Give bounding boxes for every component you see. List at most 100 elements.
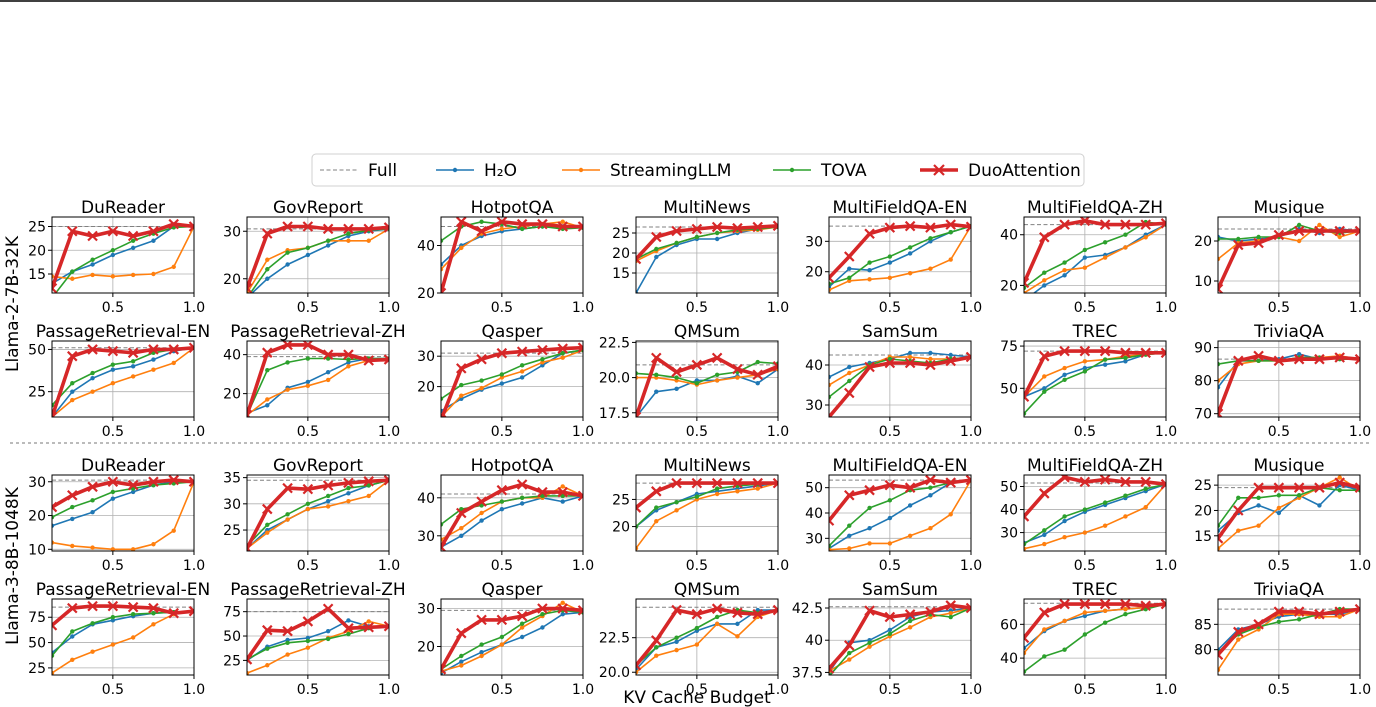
point-streaming (130, 547, 136, 551)
y-tick-label: 20 (1194, 234, 1212, 250)
series-duo (829, 351, 971, 417)
point-tova (948, 230, 953, 235)
panel-frame (246, 474, 390, 552)
point-streaming (1256, 523, 1261, 528)
series-line-streaming (52, 347, 194, 417)
series-streaming (636, 480, 778, 551)
y-tick-label: 20 (612, 520, 630, 536)
point-h2o (325, 628, 331, 634)
point-tova (755, 359, 760, 365)
x-tick-label: 0.5 (102, 300, 124, 316)
point-duo (691, 223, 703, 235)
point-streaming (867, 277, 872, 282)
panel-title: Qasper (482, 322, 543, 342)
point-h2o (1042, 532, 1047, 538)
point-duo (516, 218, 528, 230)
point-tova (1123, 355, 1128, 361)
point-duo (496, 347, 508, 359)
panel-frame (635, 340, 779, 418)
y-tick-label: 20 (223, 272, 241, 288)
series-duo (247, 341, 389, 417)
point-streaming (1024, 650, 1027, 656)
panel-title: QMSum (674, 580, 740, 600)
point-h2o (755, 381, 760, 386)
point-streaming (654, 653, 659, 658)
point-tova (499, 634, 505, 640)
y-tick-label: 30 (1000, 526, 1018, 542)
point-tova (130, 612, 136, 617)
x-tick-label: 1.0 (767, 558, 789, 574)
point-duo (557, 343, 568, 354)
panel-frame (51, 598, 195, 676)
point-tova (325, 493, 331, 499)
point-duo (1079, 476, 1091, 488)
point-tova (928, 236, 933, 241)
point-streaming (285, 652, 290, 657)
series-line-duo (1024, 349, 1166, 398)
y-tick-label: 75 (223, 605, 241, 621)
point-duo (884, 357, 896, 369)
point-streaming (52, 274, 55, 279)
point-h2o (1082, 613, 1088, 619)
point-h2o (847, 533, 852, 538)
point-h2o (346, 491, 351, 496)
point-tova (499, 499, 505, 504)
point-streaming (459, 393, 464, 398)
point-streaming (265, 663, 270, 668)
point-streaming (1062, 534, 1067, 540)
point-streaming (1218, 667, 1221, 673)
point-h2o (928, 239, 933, 244)
point-streaming (1317, 222, 1322, 228)
point-streaming (1082, 265, 1088, 270)
panel-frame (440, 340, 584, 418)
point-streaming (247, 290, 250, 293)
series-line-duo (829, 603, 971, 670)
point-streaming (90, 545, 95, 550)
point-duo (1024, 511, 1030, 522)
point-duo (1273, 482, 1285, 493)
point-streaming (441, 537, 444, 542)
point-tova (654, 645, 659, 650)
point-tova (674, 635, 679, 640)
point-duo (1218, 649, 1224, 661)
point-duo (651, 635, 662, 646)
point-streaming (366, 238, 371, 243)
point-tova (519, 226, 525, 232)
y-tick-label: 30 (223, 497, 241, 513)
series-line-h2o (441, 495, 583, 548)
series-h2o (1024, 482, 1166, 546)
point-h2o (265, 276, 270, 281)
point-h2o (560, 612, 565, 617)
point-duo (1140, 347, 1151, 359)
point-tova (1062, 514, 1067, 519)
point-duo (441, 541, 447, 551)
point-tova (887, 254, 893, 259)
x-tick-label: 1.0 (572, 300, 594, 316)
point-duo (577, 221, 583, 232)
point-duo (1079, 345, 1091, 357)
point-duo (1024, 277, 1030, 289)
point-streaming (829, 547, 832, 551)
point-duo (772, 361, 778, 372)
point-tova (540, 493, 545, 499)
series-duo (636, 220, 778, 265)
point-streaming (887, 541, 893, 546)
point-tova (907, 618, 913, 624)
legend-label: StreamingLLM (610, 161, 731, 181)
point-duo (52, 411, 58, 417)
point-streaming (479, 653, 484, 659)
point-h2o (1062, 372, 1067, 377)
y-tick-label: 40 (417, 491, 435, 507)
point-duo (516, 479, 528, 490)
series-tova (52, 479, 194, 520)
y-tick-label: 25 (1194, 478, 1212, 494)
point-duo (1099, 599, 1111, 610)
x-tick-label: 0.5 (686, 558, 708, 574)
point-duo (829, 515, 835, 526)
point-h2o (479, 518, 484, 523)
point-duo (732, 607, 743, 619)
point-h2o (867, 268, 872, 273)
series-line-tova (52, 481, 194, 518)
point-tova (70, 381, 75, 386)
point-h2o (90, 375, 95, 381)
